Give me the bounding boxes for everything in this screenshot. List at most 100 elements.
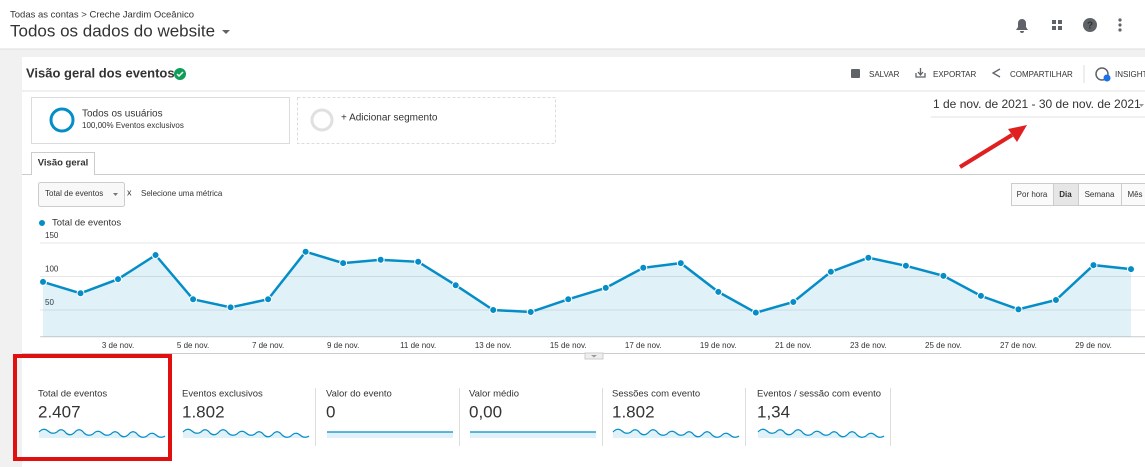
segment-indicator [49, 107, 75, 133]
granularity-label[interactable]: Semana [1085, 190, 1115, 199]
data-point[interactable] [451, 281, 460, 290]
sparkline [182, 428, 310, 438]
data-point[interactable] [1051, 295, 1060, 304]
granularity-label[interactable]: Por hora [1017, 190, 1048, 199]
metric-secondary[interactable]: Selecione uma métrica [141, 189, 223, 198]
granularity-label[interactable]: Mês [1127, 190, 1142, 199]
data-point[interactable] [601, 283, 610, 292]
insights-icon[interactable] [1095, 67, 1109, 81]
scorecard-label[interactable]: Eventos exclusivos [182, 389, 263, 400]
legend-swatch [38, 219, 46, 227]
data-point[interactable] [376, 255, 385, 264]
data-point[interactable] [826, 267, 835, 276]
data-point[interactable] [864, 253, 873, 262]
y-tick-label: 50 [45, 298, 54, 307]
y-tick-label: 150 [45, 231, 59, 240]
export-icon[interactable] [915, 68, 926, 78]
data-point[interactable] [414, 257, 423, 266]
x-tick-label: 13 de nov. [475, 341, 512, 350]
x-tick-label: 11 de nov. [400, 341, 436, 350]
metric-dropdown-icon [113, 193, 118, 196]
data-point[interactable] [114, 275, 123, 284]
data-point[interactable] [489, 306, 498, 314]
granularity-group: Por hora Dia Semana Mês [1011, 183, 1145, 206]
scorecard-value: 0 [326, 402, 335, 421]
data-point[interactable] [976, 291, 985, 300]
sparkline [38, 428, 166, 438]
sparkline [757, 428, 885, 438]
data-point[interactable] [901, 261, 910, 270]
metric-close[interactable]: x [127, 187, 132, 197]
x-tick-label: 3 de nov. [102, 341, 134, 350]
metric-selected[interactable]: Total de eventos [45, 189, 103, 198]
data-point[interactable] [339, 259, 348, 268]
data-point[interactable] [939, 271, 948, 280]
scorecard-label[interactable]: Valor médio [469, 389, 519, 400]
report-action[interactable]: SALVAR [869, 70, 900, 79]
data-point[interactable] [639, 263, 648, 272]
segment-placeholder [310, 108, 334, 132]
x-tick-label: 23 de nov. [850, 341, 887, 350]
x-tick-label: 27 de nov. [1000, 341, 1037, 350]
sparkline [612, 428, 740, 438]
line-chart: 50 100 150 3 de nov. 5 de nov. 7 de nov. 9 de … [38, 218, 1145, 350]
add-segment-card[interactable] [297, 97, 556, 144]
action-icons [851, 67, 1111, 82]
help-icon[interactable] [1083, 18, 1097, 32]
scorecard-value: 2.407 [38, 402, 81, 421]
more-icon[interactable] [1118, 18, 1122, 32]
date-dropdown-icon[interactable] [1139, 104, 1144, 107]
granularity-label[interactable]: Dia [1059, 190, 1072, 199]
scorecard-label[interactable]: Sessões com evento [612, 389, 700, 400]
save-icon[interactable] [851, 69, 860, 78]
series-line [42, 250, 1132, 315]
report-action[interactable]: COMPARTILHAR [1010, 70, 1073, 79]
report-actions: SALVAR EXPORTAR COMPARTILHAR INSIGHT [869, 70, 1145, 79]
data-point[interactable] [564, 295, 573, 304]
top-bar [0, 0, 1145, 49]
data-point[interactable] [1014, 305, 1023, 314]
view-title[interactable]: Todos os dados do website [10, 21, 215, 40]
data-point[interactable] [151, 251, 160, 260]
notifications-icon[interactable] [1016, 19, 1028, 33]
tab-label[interactable]: Visão geral [38, 158, 89, 169]
scorecard-label[interactable]: Total de eventos [38, 389, 107, 400]
sparkline-fill [327, 432, 453, 438]
data-point[interactable] [714, 287, 723, 296]
data-point[interactable] [189, 295, 198, 304]
scorecard-label[interactable]: Eventos / sessão com evento [757, 389, 881, 400]
granularity-button[interactable] [1121, 183, 1145, 206]
data-point[interactable] [676, 259, 685, 268]
sparkline-fill [470, 432, 596, 438]
breadcrumb[interactable]: Todas as contas > Creche Jardim Oceânico [10, 10, 194, 21]
scorecard-label[interactable]: Valor do evento [326, 389, 392, 400]
data-point[interactable] [526, 308, 535, 317]
annotation-box [13, 354, 172, 461]
share-icon[interactable] [991, 68, 1001, 78]
data-point[interactable] [301, 247, 310, 256]
x-tick-label: 25 de nov. [925, 341, 962, 350]
add-segment[interactable]: + Adicionar segmento [341, 113, 438, 124]
metric-dropdown[interactable] [38, 182, 125, 207]
report-action[interactable]: INSIGHT [1115, 70, 1145, 79]
report-action[interactable]: EXPORTAR [933, 70, 976, 79]
data-point[interactable] [264, 295, 273, 304]
x-tick-label: 7 de nov. [252, 341, 284, 350]
data-point[interactable] [751, 308, 760, 317]
data-point[interactable] [226, 303, 235, 312]
data-point[interactable] [1127, 265, 1135, 274]
segment-card[interactable] [31, 97, 290, 144]
x-tick-label: 17 de nov. [625, 341, 662, 350]
data-point[interactable] [76, 289, 85, 298]
apps-icon[interactable] [1052, 20, 1062, 30]
date-range[interactable]: 1 de nov. de 2021 - 30 de nov. de 2021 [933, 97, 1141, 111]
scorecard-value: 1,34 [757, 402, 790, 421]
data-point[interactable] [39, 277, 47, 286]
collapse-icon [591, 355, 597, 358]
data-point[interactable] [789, 297, 798, 306]
view-dropdown-icon[interactable] [222, 30, 230, 34]
data-point[interactable] [1089, 261, 1098, 270]
scorecard-value: 1.802 [182, 402, 225, 421]
segment-detail: 100,00% Eventos exclusivos [82, 121, 184, 130]
